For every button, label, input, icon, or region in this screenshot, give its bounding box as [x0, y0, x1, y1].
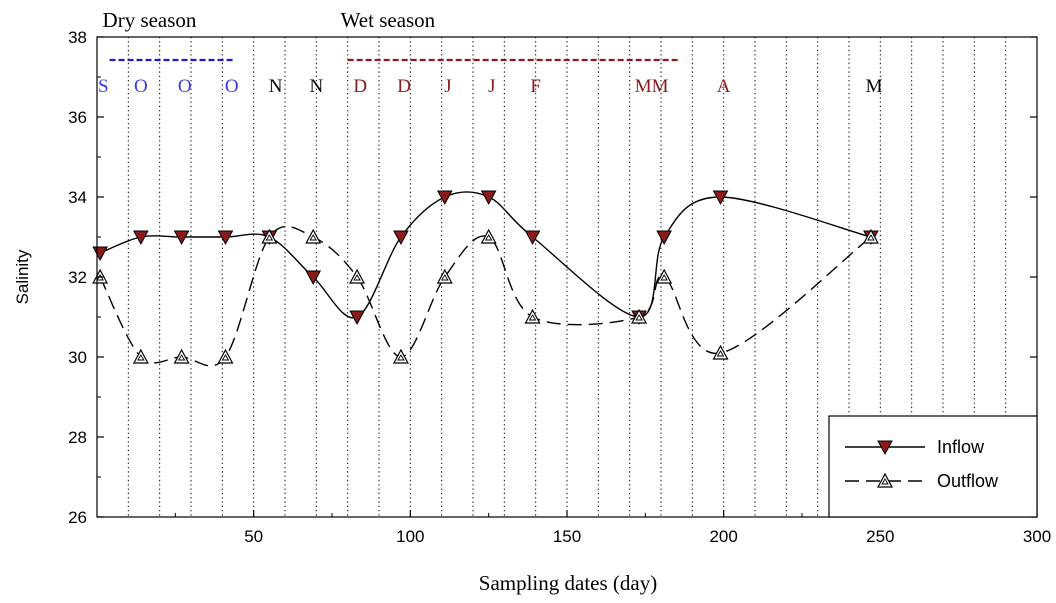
- outflow-point-inner: [635, 314, 643, 321]
- month-label: O: [225, 76, 239, 97]
- legend-marker-outflow: [876, 472, 894, 488]
- outflow-point: [349, 268, 366, 284]
- month-label: J: [488, 76, 495, 97]
- month-label: N: [269, 76, 283, 97]
- inflow-point: [173, 230, 190, 246]
- x-tick-label: 100: [396, 527, 424, 546]
- legend-box: [828, 415, 1038, 518]
- inflow-point: [133, 230, 149, 246]
- y-axis-label: Salinity: [13, 249, 32, 304]
- outflow-point: [656, 268, 673, 284]
- outflow-point: [712, 344, 729, 360]
- legend-marker-outflow-inner: [881, 478, 889, 485]
- season-bars: Dry season Wet season: [103, 8, 680, 62]
- outflow-point: [173, 348, 190, 364]
- inflow-point: [305, 270, 322, 286]
- outflow-point-inner: [660, 274, 668, 281]
- outflow-point-inner: [353, 274, 361, 281]
- outflow-point-inner: [716, 350, 725, 357]
- outflow-point-inner: [309, 234, 317, 241]
- inflow-point: [349, 310, 365, 326]
- month-labels: S O O O N N D D J J F MM A M: [98, 76, 883, 97]
- y-tick-label: 32: [68, 268, 87, 287]
- x-tick-label: 50: [244, 527, 263, 546]
- legend-label: Inflow: [937, 437, 985, 457]
- season-label: Wet season: [341, 8, 436, 32]
- month-label: M: [866, 76, 883, 97]
- month-label: A: [717, 76, 731, 97]
- month-label: MM: [635, 76, 669, 97]
- outflow-point: [480, 228, 497, 244]
- outflow-point-inner: [397, 354, 405, 361]
- outflow-point: [631, 308, 648, 324]
- y-tick-label: 30: [68, 348, 87, 367]
- y-tick-label: 34: [68, 188, 87, 207]
- inflow-point: [217, 230, 234, 246]
- month-label: F: [530, 76, 541, 97]
- outflow-point-inner: [441, 274, 449, 281]
- month-label: J: [444, 76, 451, 97]
- month-label: O: [178, 76, 192, 97]
- outflow-point: [217, 348, 234, 364]
- month-label: O: [134, 76, 148, 97]
- inflow-point: [393, 230, 409, 246]
- outflow-point: [305, 228, 322, 244]
- outflow-point: [261, 228, 278, 244]
- outflow-point-inner: [528, 314, 537, 321]
- inflow-point: [524, 230, 541, 246]
- x-axis-label: Sampling dates (day): [479, 571, 657, 595]
- outflow-point-inner: [484, 234, 493, 241]
- season-label: Dry season: [103, 8, 197, 32]
- legend-marker-inflow: [877, 440, 893, 456]
- x-tick-label: 250: [866, 527, 894, 546]
- outflow-point: [524, 308, 541, 324]
- inflow-point: [480, 190, 497, 206]
- month-label: S: [98, 76, 109, 97]
- y-tick-label: 28: [68, 428, 87, 447]
- axis-ticks: 26 28 30 32 34 36 38 50 100 150 200 250 300: [68, 28, 1051, 546]
- legend: Inflow Outflow: [828, 415, 1038, 518]
- outflow-point-inner: [867, 234, 875, 241]
- outflow-point: [862, 228, 879, 244]
- inflow-point: [436, 190, 453, 206]
- outflow-point-inner: [265, 234, 274, 241]
- outflow-point: [132, 348, 149, 364]
- outflow-point-inner: [177, 354, 186, 361]
- y-tick-label: 38: [68, 28, 87, 47]
- outflow-point: [392, 348, 409, 364]
- month-label: N: [309, 76, 323, 97]
- outflow-point-inner: [137, 354, 145, 361]
- y-tick-label: 26: [68, 508, 87, 527]
- inflow-point: [656, 230, 672, 246]
- y-tick-label: 36: [68, 108, 87, 127]
- outflow-point-inner: [221, 354, 230, 361]
- legend-label: Outflow: [937, 471, 999, 491]
- month-label: D: [397, 76, 411, 97]
- x-tick-label: 200: [709, 527, 737, 546]
- month-label: D: [353, 76, 367, 97]
- outflow-point: [436, 268, 453, 284]
- x-tick-label: 150: [553, 527, 581, 546]
- x-tick-label: 300: [1023, 527, 1051, 546]
- inflow-point: [712, 190, 729, 206]
